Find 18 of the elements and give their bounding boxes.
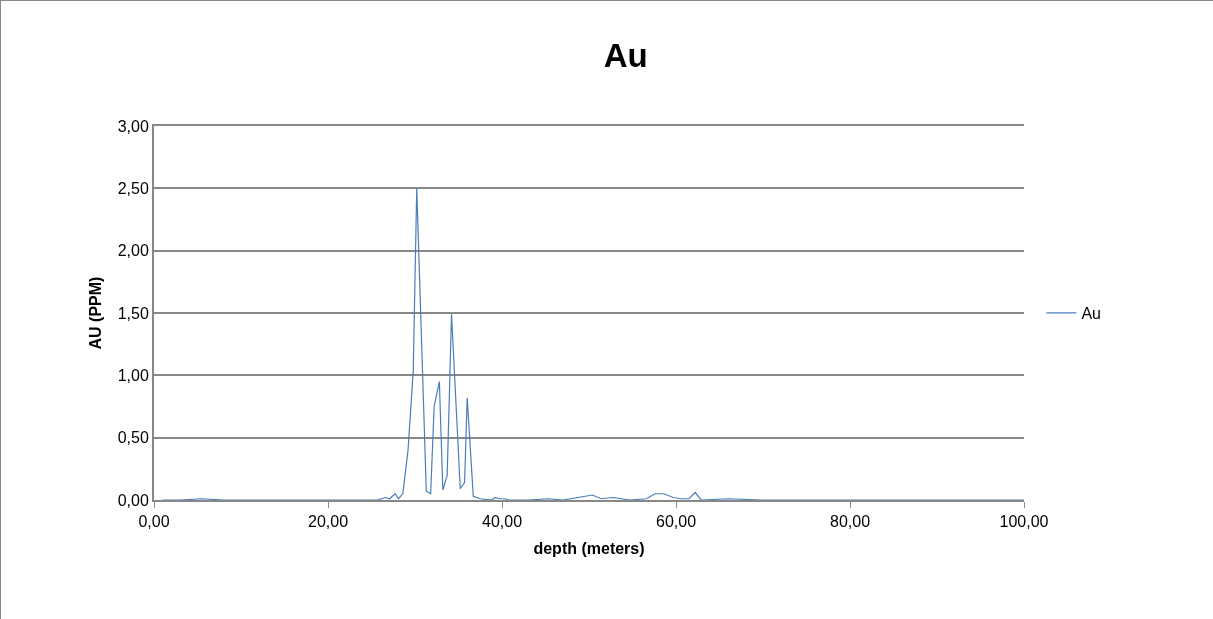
y-tick-label: 2,00 (117, 242, 149, 260)
x-axis-title: depth (meters) (533, 540, 645, 558)
x-tick-label: 100,00 (999, 513, 1049, 531)
y-tick-label: 2,50 (117, 179, 149, 197)
line-series (162, 187, 1024, 500)
y-tick-label: 1,50 (117, 304, 149, 322)
x-tick-label: 60,00 (655, 513, 697, 531)
x-tick-label: 20,00 (307, 513, 349, 531)
x-tick-label: 80,00 (829, 513, 871, 531)
y-axis-title: AU (PPM) (87, 276, 105, 350)
y-tick-label: 0,50 (117, 429, 149, 447)
legend-label: Au (1081, 305, 1101, 323)
y-tick-label: 3,00 (117, 117, 149, 135)
x-tick-label: 40,00 (481, 513, 523, 531)
y-tick-label: 0,00 (117, 491, 149, 509)
y-tick-label: 1,00 (117, 366, 149, 384)
x-tick-label: 0,00 (138, 513, 170, 531)
chart-title: Au (603, 37, 648, 75)
